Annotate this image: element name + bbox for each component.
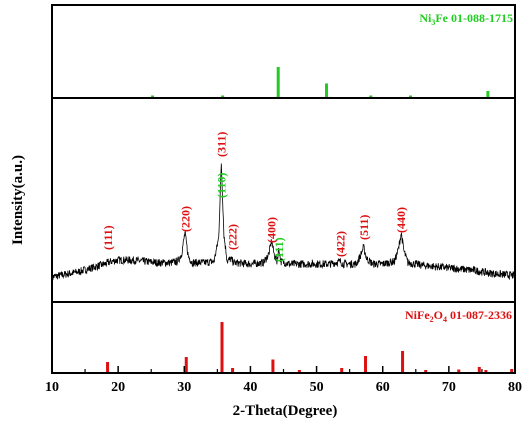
xrd-pattern-line <box>51 163 516 281</box>
ni3fe-reference-label: Ni3Fe 01-088-1715 <box>419 11 513 27</box>
x-axis-label: 2-Theta(Degree) <box>233 403 338 419</box>
peak-label: (311) <box>214 132 228 157</box>
xrd-pattern <box>51 163 516 281</box>
peak-labels: (111)(220)(311)(110)(222) (400)(111) (422)… <box>101 132 408 262</box>
x-tick-label: 20 <box>111 380 125 395</box>
bottom-panel-frame <box>51 301 516 374</box>
x-tick-label: 60 <box>376 380 390 395</box>
nife2o4-label-sub2: 4 <box>443 315 447 324</box>
middle-panel-frame <box>51 97 516 303</box>
peak-label: (422) <box>333 231 347 257</box>
nife2o4-label-mid: O <box>434 308 443 322</box>
nife2o4-label-prefix: NiFe <box>405 308 430 322</box>
y-axis-label: Intensity(a.u.) <box>10 155 26 245</box>
peak-label: (110) <box>214 173 228 198</box>
ni3fe-reference-peaks <box>151 67 490 97</box>
x-tick-label: 50 <box>310 380 324 395</box>
peak-label: (440) <box>394 207 408 233</box>
peak-label: (222) <box>226 224 240 250</box>
ni3fe-label-prefix: Ni <box>419 11 432 25</box>
ni3fe-label-suffix: Fe 01-088-1715 <box>435 11 513 25</box>
nife2o4-label-sub: 2 <box>430 315 434 324</box>
x-tick-label: 10 <box>45 380 59 395</box>
ni3fe-label-sub: 3 <box>431 18 435 27</box>
nife2o4-reference-peaks <box>106 322 514 372</box>
x-tick-label: 40 <box>243 380 257 395</box>
peak-label: (111) <box>272 237 286 262</box>
nife2o4-reference-label: NiFe2O4 01-087-2336 <box>405 308 512 324</box>
x-tick-label: 80 <box>508 380 522 395</box>
peak-label: (220) <box>179 206 193 232</box>
peak-label: (111) <box>101 225 115 250</box>
nife2o4-label-suffix: 01-087-2336 <box>447 308 512 322</box>
peak-label: (511) <box>357 215 371 240</box>
peak-label: (400) <box>265 217 279 243</box>
x-tick-label: 70 <box>442 380 456 395</box>
x-axis-ticks: 10 20 30 40 50 60 70 80 <box>45 366 522 395</box>
x-tick-label: 30 <box>177 380 191 395</box>
